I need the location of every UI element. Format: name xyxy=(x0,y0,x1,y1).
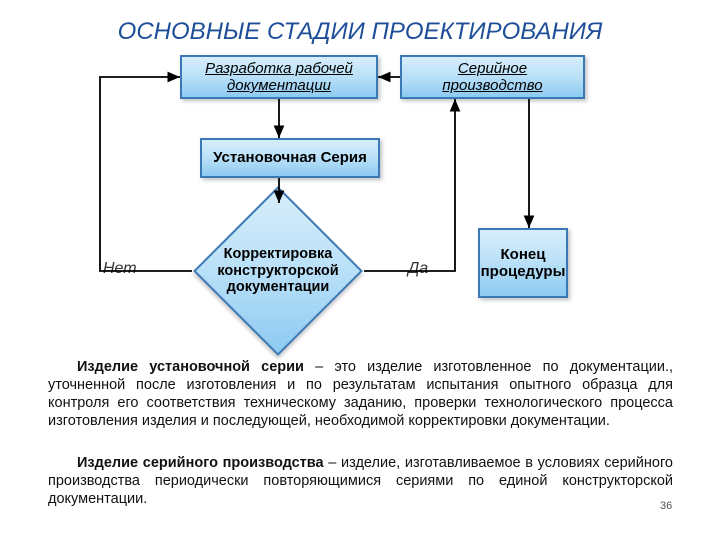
node-serial-prod: Серийное производство xyxy=(400,55,585,99)
node-decision-label: Корректировка конструкторской документац… xyxy=(198,246,358,296)
node-dev-docs: Разработка рабочей документации xyxy=(180,55,378,99)
paragraph-serial-prod: Изделие серийного производства – изделие… xyxy=(48,454,673,508)
slide: ОСНОВНЫЕ СТАДИИ ПРОЕКТИРОВАНИЯ Разработк… xyxy=(0,0,720,540)
node-end-label: Конец процедуры xyxy=(481,246,566,281)
paragraph-install-series-lead: Изделие установочной серии xyxy=(77,359,304,375)
slide-title: ОСНОВНЫЕ СТАДИИ ПРОЕКТИРОВАНИЯ xyxy=(0,18,720,46)
page-number: 36 xyxy=(660,500,672,512)
node-install-series-label: Установочная Серия xyxy=(213,149,367,166)
edge-label-no: Нет xyxy=(103,260,137,278)
node-dev-docs-label: Разработка рабочей документации xyxy=(190,60,368,95)
edge-d1-yes-to-n2 xyxy=(364,99,455,271)
node-serial-prod-label: Серийное производство xyxy=(410,60,575,95)
edge-d1-no-to-n1 xyxy=(100,77,192,271)
node-end: Конец процедуры xyxy=(478,228,568,298)
paragraph-serial-prod-lead: Изделие серийного производства xyxy=(77,455,324,471)
node-decision: Корректировка конструкторской документац… xyxy=(218,211,338,331)
node-install-series: Установочная Серия xyxy=(200,138,380,178)
edge-label-yes: Да xyxy=(408,260,428,278)
paragraph-install-series: Изделие установочной серии – это изделие… xyxy=(48,358,673,431)
